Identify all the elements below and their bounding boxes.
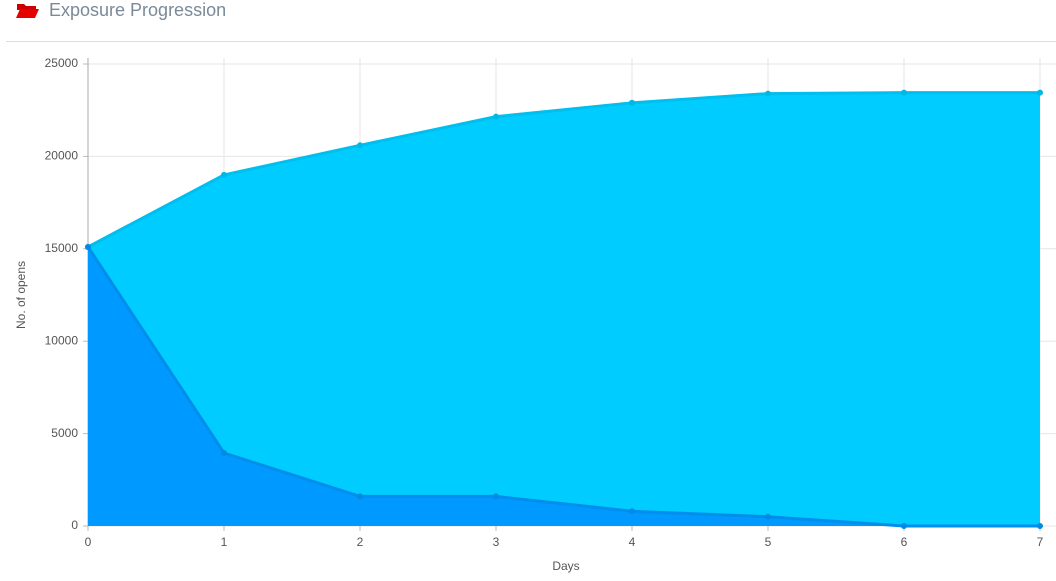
x-tick-label: 4 (629, 535, 636, 549)
point (221, 171, 227, 178)
x-tick-label: 0 (85, 535, 92, 549)
point (629, 99, 635, 106)
area-line (87, 91, 1040, 249)
point (493, 113, 499, 120)
point (357, 493, 363, 500)
point (901, 89, 907, 96)
y-axis-label: No. of opens (14, 261, 28, 329)
point (765, 513, 771, 520)
point (1037, 89, 1043, 96)
point (765, 90, 771, 97)
x-tick-label: 6 (901, 535, 908, 549)
area-line (86, 246, 1040, 528)
area (88, 92, 1040, 527)
point (1037, 523, 1043, 529)
chart-title: Exposure Progression (49, 0, 226, 20)
x-tick-label: 5 (765, 535, 772, 549)
point (629, 508, 635, 515)
x-tick-label: 2 (357, 535, 364, 549)
area (88, 246, 1040, 526)
y-tick-label: 5000 (51, 426, 78, 440)
point (901, 523, 907, 529)
plot (85, 89, 1043, 529)
x-tick-label: 1 (221, 535, 228, 549)
point (357, 142, 363, 149)
point (493, 493, 499, 500)
x-tick-label: 3 (493, 535, 500, 549)
y-tick-label: 25000 (45, 56, 79, 70)
x-tick-label: 7 (1037, 535, 1044, 549)
x-axis-label: Days (552, 559, 579, 573)
point (221, 450, 227, 457)
y-tick-label: 10000 (45, 333, 79, 347)
y-tick-label: 15000 (45, 241, 79, 255)
y-tick-label: 20000 (45, 149, 79, 163)
y-tick-label: 0 (71, 518, 78, 532)
folder-icon (16, 4, 39, 18)
point (85, 243, 91, 250)
